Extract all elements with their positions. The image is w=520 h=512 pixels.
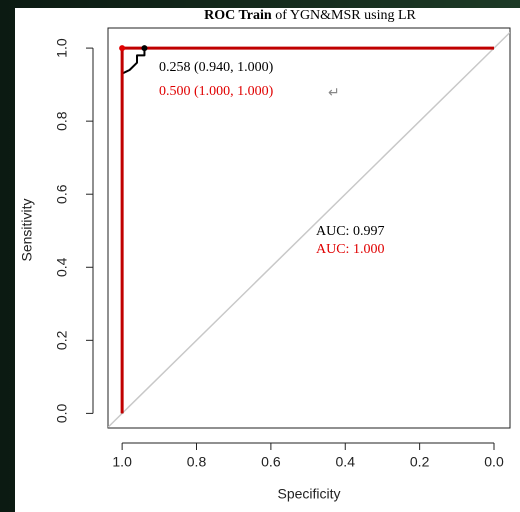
- y-axis-title: Sensitivity: [19, 198, 35, 261]
- title-bold: ROC Train: [204, 8, 272, 23]
- y-tick-label: 1.0: [54, 38, 70, 58]
- y-tick-label: 0.2: [54, 330, 70, 350]
- chart-title: ROC Train of YGN&MSR using LR: [204, 8, 416, 23]
- threshold-label: 0.258 (0.940, 1.000): [159, 60, 274, 75]
- x-tick-label: 0.8: [187, 454, 207, 470]
- title-rest: of YGN&MSR using LR: [275, 8, 416, 23]
- y-tick-label: 0.6: [54, 184, 70, 204]
- y-tick-label: 0.8: [54, 111, 70, 131]
- x-axis-title: Specificity: [277, 486, 340, 502]
- x-tick-label: 0.0: [484, 454, 504, 470]
- plot-box: [107, 27, 511, 429]
- x-tick-label: 0.6: [261, 454, 281, 470]
- x-tick-label: 0.4: [336, 454, 356, 470]
- auc-label: AUC: 1.000: [316, 242, 384, 257]
- y-tick-label: 0.0: [54, 403, 70, 423]
- return-mark: ↵: [328, 86, 340, 101]
- auc-label: AUC: 0.997: [316, 224, 384, 239]
- x-tick-label: 1.0: [112, 454, 132, 470]
- y-tick-label: 0.4: [54, 257, 70, 277]
- threshold-point: [141, 45, 148, 52]
- x-tick-label: 0.2: [410, 454, 430, 470]
- reference-diagonal: [108, 31, 510, 428]
- threshold-point: [119, 45, 126, 52]
- threshold-label: 0.500 (1.000, 1.000): [159, 84, 274, 99]
